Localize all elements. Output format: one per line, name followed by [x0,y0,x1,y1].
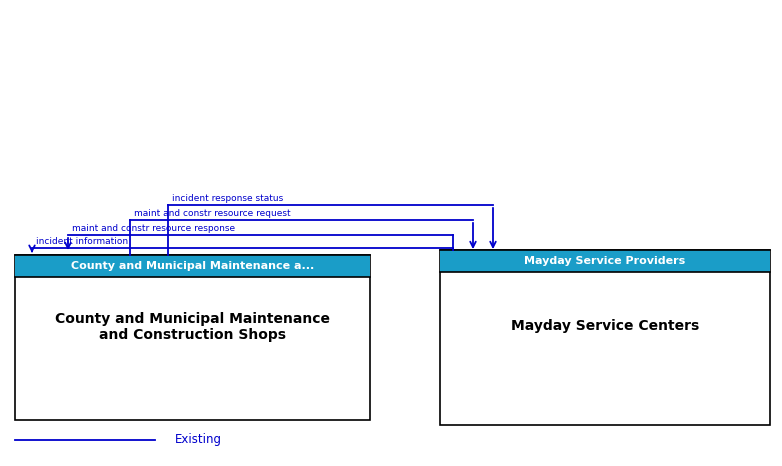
Bar [15,255,370,420]
Text: maint and constr resource response: maint and constr resource response [72,224,235,233]
Bar [440,250,770,425]
Text: County and Municipal Maintenance a...: County and Municipal Maintenance a... [71,261,314,271]
Text: incident response status: incident response status [172,194,283,203]
Text: Existing: Existing [175,433,222,446]
Text: Mayday Service Providers: Mayday Service Providers [525,256,686,266]
Text: maint and constr resource request: maint and constr resource request [134,209,291,218]
Bar [15,255,370,277]
Text: incident information: incident information [36,237,128,246]
Text: County and Municipal Maintenance
and Construction Shops: County and Municipal Maintenance and Con… [55,312,330,342]
Text: Mayday Service Centers: Mayday Service Centers [511,319,699,333]
Bar [440,250,770,272]
